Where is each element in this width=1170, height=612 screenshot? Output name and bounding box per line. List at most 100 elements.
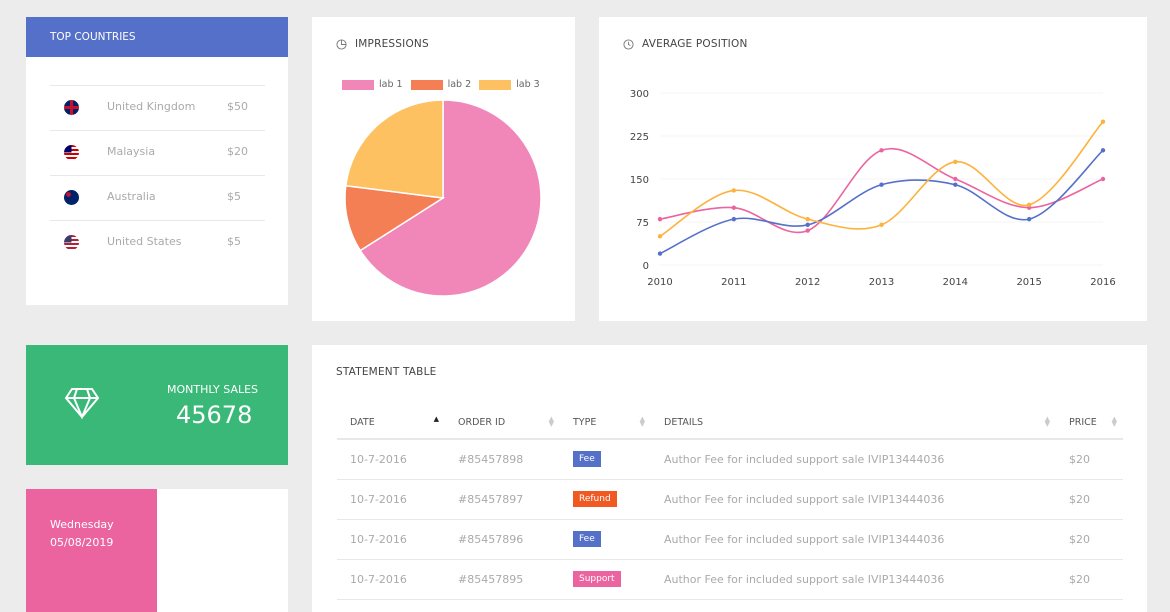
- data-point[interactable]: [1100, 176, 1106, 182]
- date-cell: 10-7-2016: [337, 559, 445, 600]
- data-point[interactable]: [879, 182, 884, 187]
- table-row: 10-7-2016 #85457897 Refund Author Fee for i…: [337, 479, 1123, 520]
- monthly-sales-label: MONTHLY SALES: [167, 383, 259, 396]
- weekday: Wednesday: [50, 518, 114, 531]
- data-point[interactable]: [953, 176, 958, 182]
- column-label: DATE: [350, 416, 375, 428]
- type-badge: Fee: [573, 451, 601, 468]
- statement-table-card: STATEMENT TABLE DATE ▲ ORDER ID ▲ ▼ TYPE ▲ ▼ …: [312, 345, 1147, 612]
- uk-flag-icon: [64, 100, 79, 115]
- data-point[interactable]: [657, 216, 663, 222]
- data-point[interactable]: [731, 205, 737, 210]
- column-order-id[interactable]: ORDER ID ▲ ▼: [445, 406, 560, 440]
- legend-label: lab 2: [447, 79, 472, 90]
- data-point[interactable]: [879, 222, 884, 228]
- column-price[interactable]: PRICE ▲ ▼: [1056, 406, 1123, 440]
- price-cell: $20: [1056, 479, 1123, 520]
- sort-icon[interactable]: ▲ ▼: [639, 415, 645, 428]
- legend-item[interactable]: lab 3: [479, 79, 540, 90]
- column-label: DETAILS: [664, 416, 704, 428]
- malaysia-flag-icon: [64, 145, 79, 160]
- order-id-cell: #85457897: [445, 479, 560, 520]
- details-cell: Author Fee for included support sale IVI…: [651, 479, 1056, 520]
- data-point[interactable]: [657, 251, 663, 256]
- column-date[interactable]: DATE ▲: [337, 406, 445, 440]
- data-point[interactable]: [805, 222, 810, 228]
- data-point[interactable]: [805, 216, 810, 222]
- top-countries-card: TOP COUNTRIES United Kingdom $50 Malaysia $…: [26, 17, 288, 305]
- table-row: 10-7-2016 #85457898 Fee Author Fee for incl…: [337, 439, 1123, 480]
- price-cell: $20: [1056, 439, 1123, 480]
- column-label: TYPE: [573, 416, 597, 428]
- data-point[interactable]: [1100, 148, 1106, 153]
- statement-table: DATE ▲ ORDER ID ▲ ▼ TYPE ▲ ▼ DETAILS ▲ ▼ PRICE ▲…: [337, 406, 1123, 600]
- average-position-card: AVERAGE POSITION 0 75 150 225 300 2010 2011 201…: [599, 17, 1147, 321]
- data-point[interactable]: [805, 228, 810, 233]
- sort-icon[interactable]: ▲ ▼: [548, 415, 554, 428]
- data-point[interactable]: [657, 234, 663, 239]
- order-id-cell: #85457898: [445, 439, 560, 480]
- date-card: Wednesday 05/08/2019: [26, 489, 288, 612]
- date-cell: 10-7-2016: [337, 519, 445, 560]
- country-row: United States $5: [50, 220, 265, 265]
- type-cell: Fee: [560, 439, 651, 480]
- data-point[interactable]: [731, 188, 737, 193]
- pie-slice-lab-1[interactable]: [359, 99, 542, 297]
- top-countries-title: TOP COUNTRIES: [26, 17, 288, 57]
- y-tick-label: 300: [630, 89, 649, 100]
- country-name: United Kingdom: [107, 100, 196, 113]
- clock-icon: [623, 38, 634, 50]
- country-amount: $5: [227, 235, 241, 248]
- sort-icon[interactable]: ▲ ▼: [1111, 415, 1117, 428]
- table-row: 10-7-2016 #85457896 Fee Author Fee for incl…: [337, 519, 1123, 560]
- sort-icon[interactable]: ▲ ▼: [1044, 415, 1050, 428]
- pie-slice-lab-2[interactable]: [344, 184, 446, 252]
- legend-item[interactable]: lab 1: [342, 79, 403, 90]
- type-badge: Refund: [573, 491, 617, 507]
- x-tick-label: 2016: [1090, 277, 1115, 288]
- type-cell: Fee: [560, 519, 651, 560]
- price-cell: $20: [1056, 519, 1123, 560]
- data-point[interactable]: [1026, 216, 1032, 222]
- country-amount: $20: [227, 145, 248, 158]
- column-details[interactable]: DETAILS ▲ ▼: [651, 406, 1056, 440]
- data-point[interactable]: [879, 148, 884, 153]
- column-label: PRICE: [1069, 416, 1097, 428]
- country-row: Australia $5: [50, 175, 265, 220]
- average-position-title: AVERAGE POSITION: [642, 38, 748, 50]
- legend-swatch: [479, 79, 512, 90]
- line-chart: 0 75 150 225 300 2010 2011 2012 2013 2014 2015 2016: [630, 89, 1116, 288]
- pie-chart: [344, 99, 542, 297]
- x-tick-label: 2011: [721, 277, 746, 288]
- data-point[interactable]: [1100, 119, 1106, 124]
- diamond-icon: [64, 388, 100, 419]
- type-badge: Support: [573, 571, 621, 587]
- series-line-0: [659, 147, 1104, 234]
- data-point[interactable]: [953, 159, 958, 164]
- x-tick-label: 2015: [1016, 277, 1041, 288]
- legend-item[interactable]: lab 2: [410, 79, 472, 90]
- y-tick-label: 0: [643, 261, 649, 272]
- data-point[interactable]: [953, 182, 958, 187]
- order-id-cell: #85457895: [445, 559, 560, 600]
- type-cell: Refund: [560, 479, 651, 520]
- country-row: United Kingdom $50: [50, 85, 265, 130]
- date-cell: 10-7-2016: [337, 439, 445, 480]
- column-type[interactable]: TYPE ▲ ▼: [560, 406, 651, 440]
- data-point[interactable]: [731, 216, 737, 222]
- type-cell: Support: [560, 559, 651, 600]
- y-tick-label: 225: [630, 132, 649, 143]
- date: 05/08/2019: [50, 536, 114, 549]
- details-cell: Author Fee for included support sale IVI…: [651, 439, 1056, 480]
- sort-asc-icon[interactable]: ▲: [433, 415, 439, 423]
- column-label: ORDER ID: [458, 416, 506, 428]
- data-point[interactable]: [1026, 202, 1032, 207]
- y-tick-label: 75: [636, 218, 649, 229]
- pie-slice-lab-3[interactable]: [344, 99, 444, 199]
- us-flag-icon: [64, 235, 79, 250]
- country-name: United States: [107, 235, 182, 248]
- legend-label: lab 1: [379, 79, 403, 90]
- x-tick-label: 2010: [647, 277, 672, 288]
- country-name: Malaysia: [107, 145, 156, 158]
- pie-legend: lab 1 lab 2 lab 3: [342, 79, 540, 90]
